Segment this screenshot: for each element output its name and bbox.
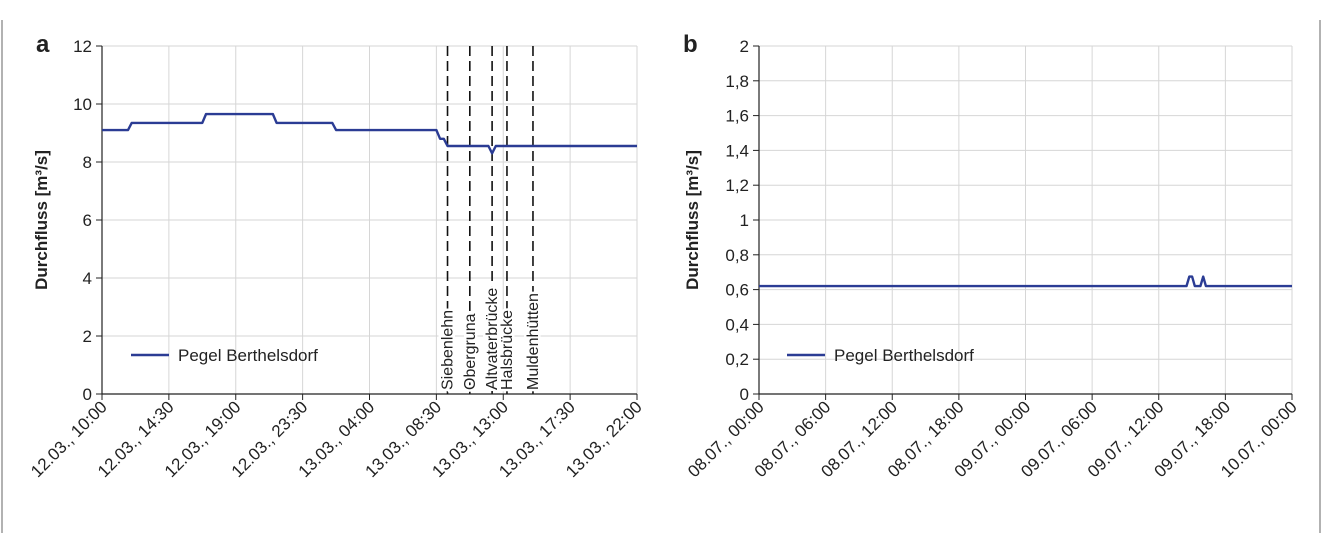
- chart-panel-a: a Siebenlehn Obergruna AltvaterbrückeHalsb…: [27, 31, 646, 481]
- y-tick-label: 1,6: [725, 107, 749, 126]
- panel-b-letter: b: [683, 31, 698, 58]
- y-tick-label: 2: [83, 327, 92, 346]
- panel-b-grid: [758, 45, 1293, 395]
- panel-b-y-tick-labels: 0 0,2 0,4 0,6 0,8 1 1,2 1,4 1,6 1,8 2: [725, 37, 749, 404]
- series-line-pegel-berthelsdorf: [102, 112, 637, 155]
- panel-a-legend: Pegel Berthelsdorf: [131, 346, 318, 365]
- panel-b-y-axis-label: Durchfluss [m³/s]: [683, 150, 702, 290]
- panel-b-axes: [753, 45, 1293, 400]
- panel-a-y-tick-labels: 0 2 4 6 8 10 12: [73, 37, 92, 404]
- event-marker-label: Siebenlehn: [440, 310, 457, 390]
- y-tick-label: 6: [83, 211, 92, 230]
- panel-a-series: [102, 112, 637, 155]
- event-marker-label: Muldenhütten: [525, 293, 542, 390]
- y-tick-label: 12: [73, 37, 92, 56]
- y-tick-label: 0: [83, 385, 92, 404]
- y-tick-label: 1,2: [725, 176, 749, 195]
- panel-a-letter: a: [36, 31, 50, 58]
- y-tick-label: 4: [83, 269, 92, 288]
- y-tick-label: 0,6: [725, 281, 749, 300]
- panel-a-grid: [101, 45, 638, 395]
- panel-b-series: [759, 275, 1292, 288]
- panel-a-legend-label: Pegel Berthelsdorf: [178, 346, 318, 365]
- y-tick-label: 8: [83, 153, 92, 172]
- y-tick-label: 1: [740, 211, 749, 230]
- panel-b-legend-label: Pegel Berthelsdorf: [834, 346, 974, 365]
- event-marker-label: Halsbrücke: [499, 310, 516, 390]
- panel-a-y-axis-label: Durchfluss [m³/s]: [32, 150, 51, 290]
- chart-panel-b: b 0 0,2 0,4 0,6 0,8 1 1,2 1,4 1,6 1,8 2 08.07., 00…: [683, 31, 1301, 481]
- y-tick-label: 1,4: [725, 141, 749, 160]
- series-line-pegel-berthelsdorf: [759, 275, 1292, 288]
- y-tick-label: 10: [73, 95, 92, 114]
- y-tick-label: 2: [740, 37, 749, 56]
- y-tick-label: 0,2: [725, 350, 749, 369]
- y-tick-label: 0: [740, 385, 749, 404]
- panel-a-event-markers: Siebenlehn Obergruna AltvaterbrückeHalsbrü…: [437, 46, 544, 394]
- y-tick-label: 0,4: [725, 315, 749, 334]
- event-marker-label: Obergruna: [462, 313, 479, 390]
- panel-a-axes: [96, 45, 638, 400]
- y-tick-label: 0,8: [725, 246, 749, 265]
- event-marker-label: Altvaterbrücke: [484, 288, 501, 390]
- panel-b-legend: Pegel Berthelsdorf: [787, 346, 974, 365]
- y-tick-label: 1,8: [725, 72, 749, 91]
